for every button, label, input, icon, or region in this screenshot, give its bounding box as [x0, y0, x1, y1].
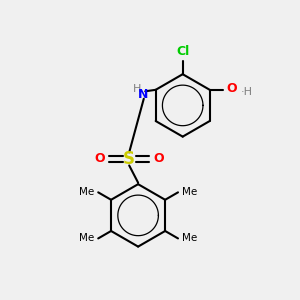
Text: ·H: ·H	[241, 87, 253, 97]
Text: S: S	[123, 150, 135, 168]
Text: O: O	[226, 82, 237, 95]
Text: O: O	[94, 152, 105, 165]
Text: H: H	[132, 84, 141, 94]
Text: Cl: Cl	[176, 45, 189, 58]
Text: Me: Me	[79, 188, 94, 197]
Text: Me: Me	[182, 233, 197, 243]
Text: O: O	[154, 152, 164, 165]
Text: N: N	[138, 88, 148, 101]
Text: Me: Me	[182, 188, 197, 197]
Text: Me: Me	[79, 233, 94, 243]
